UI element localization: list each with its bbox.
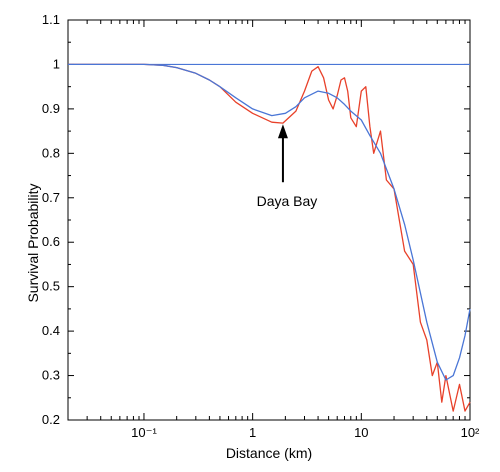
y-tick-label: 0.6 <box>42 234 60 249</box>
x-tick-label: 10 <box>354 425 368 440</box>
axes: 0.2 0.3 0.4 0.5 0.6 0.7 0.8 0.9 1 1.1 10⁻¹ 1 10 10² <box>42 12 480 440</box>
x-tick-label: 1 <box>249 425 256 440</box>
annotation-arrow-head <box>277 124 288 139</box>
y-tick-label: 1.1 <box>42 12 60 27</box>
x-tick-label: 10² <box>461 425 480 440</box>
series-group <box>68 63 471 412</box>
y-tick-label: 0.7 <box>42 190 60 205</box>
annotation: Daya Bay <box>257 124 318 209</box>
y-tick-label: 0.4 <box>42 323 60 338</box>
x-axis-title: Distance (km) <box>226 445 312 461</box>
y-tick-label: 0.3 <box>42 368 60 383</box>
y-tick-label: 0.8 <box>42 145 60 160</box>
series-line-blue <box>68 63 471 381</box>
x-tick-label: 10⁻¹ <box>131 425 157 440</box>
y-axis-title: Survival Probability <box>25 183 41 302</box>
y-tick-label: 0.2 <box>42 412 60 427</box>
annotation-label: Daya Bay <box>257 193 318 209</box>
y-tick-label: 0.9 <box>42 101 60 116</box>
y-tick-label: 1 <box>53 56 60 71</box>
series-line-red <box>68 63 471 412</box>
y-tick-label: 0.5 <box>42 279 60 294</box>
plot-frame <box>67 19 471 421</box>
